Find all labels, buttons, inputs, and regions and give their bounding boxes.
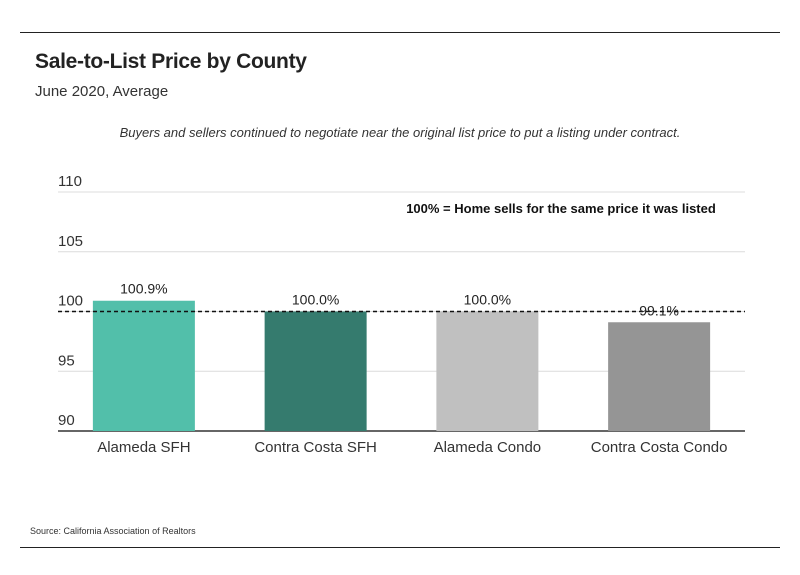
bars — [92, 300, 711, 431]
source-note: Source: California Association of Realto… — [30, 526, 196, 536]
chart-title: Sale-to-List Price by County — [35, 50, 307, 73]
reference-line-label: 100% = Home sells for the same price it … — [406, 201, 716, 216]
x-tick-label: Contra Costa Condo — [591, 439, 728, 456]
data-label: 99.1% — [639, 302, 679, 318]
top-rule — [20, 32, 780, 33]
y-tick-label: 95 — [58, 352, 75, 369]
chart-subtitle: June 2020, Average — [35, 83, 169, 100]
x-tick-label: Alameda Condo — [434, 439, 542, 456]
bar-contra-costa-condo — [608, 322, 711, 431]
x-tick-label: Alameda SFH — [97, 439, 190, 456]
y-tick-label: 100 — [58, 293, 83, 310]
bar-contra-costa-sfh — [264, 311, 367, 431]
chart-note: Buyers and sellers continued to negotiat… — [119, 125, 681, 140]
data-label: 100.0% — [292, 292, 339, 308]
data-labels: 100.9% 100.0% 100.0% 99.1% — [120, 281, 679, 319]
data-label: 100.9% — [120, 281, 167, 297]
bar-alameda-sfh — [92, 300, 195, 431]
data-label: 100.0% — [464, 292, 511, 308]
y-tick-label: 105 — [58, 233, 83, 250]
reference-line-group: 100% = Home sells for the same price it … — [58, 201, 745, 313]
bar-alameda-condo — [436, 311, 539, 431]
x-tick-label: Contra Costa SFH — [254, 439, 377, 456]
y-tick-label: 90 — [58, 412, 75, 429]
y-tick-label: 110 — [58, 173, 82, 190]
y-axis-ticks: 90 95 100 105 110 — [58, 173, 83, 429]
x-axis-ticks: Alameda SFH Contra Costa SFH Alameda Condo… — [97, 439, 727, 456]
bottom-rule — [20, 547, 780, 548]
